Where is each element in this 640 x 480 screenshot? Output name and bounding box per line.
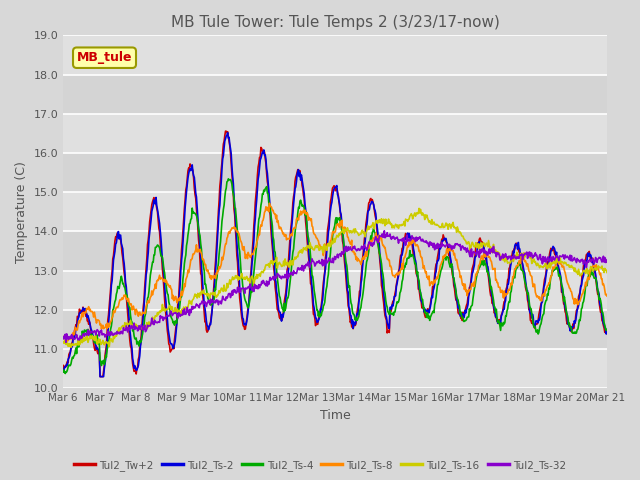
Tul2_Ts-2 — [392, 284, 400, 289]
Tul2_Ts-16 — [603, 270, 611, 276]
Tul2_Ts-32 — [62, 339, 70, 345]
Bar — [63, 36, 607, 74]
Tul2_Tw+2 — [60, 362, 67, 368]
Tul2_Ts-8 — [392, 272, 400, 277]
Line: Tul2_Ts-16: Tul2_Ts-16 — [63, 208, 607, 347]
Bar — [63, 192, 607, 231]
Tul2_Ts-2 — [272, 278, 280, 284]
Tul2_Tw+2 — [272, 290, 280, 296]
Tul2_Ts-8 — [62, 339, 70, 345]
Bar — [63, 153, 607, 192]
Bar — [63, 114, 607, 153]
Bar — [63, 349, 607, 388]
Tul2_Ts-4 — [423, 314, 431, 320]
Tul2_Ts-4 — [272, 260, 280, 265]
Tul2_Ts-2 — [225, 135, 232, 141]
Tul2_Ts-2 — [124, 300, 132, 305]
Tul2_Ts-32 — [381, 228, 388, 234]
Tul2_Ts-8 — [272, 216, 280, 222]
Tul2_Ts-8 — [60, 334, 67, 340]
Tul2_Ts-4 — [252, 256, 259, 262]
Tul2_Ts-32 — [423, 240, 431, 246]
Tul2_Ts-4 — [61, 371, 69, 376]
Tul2_Ts-16 — [415, 205, 423, 211]
Tul2_Tw+2 — [252, 199, 259, 205]
Tul2_Tw+2 — [221, 128, 229, 134]
Tul2_Ts-16 — [423, 212, 431, 218]
Tul2_Ts-16 — [67, 344, 75, 350]
Tul2_Ts-8 — [266, 200, 273, 206]
Legend: Tul2_Tw+2, Tul2_Ts-2, Tul2_Ts-4, Tul2_Ts-8, Tul2_Ts-16, Tul2_Ts-32: Tul2_Tw+2, Tul2_Ts-2, Tul2_Ts-4, Tul2_Ts… — [70, 456, 570, 475]
Line: Tul2_Ts-32: Tul2_Ts-32 — [63, 231, 607, 342]
Tul2_Ts-8 — [251, 247, 259, 252]
Tul2_Ts-2 — [60, 367, 67, 372]
Tul2_Ts-16 — [392, 221, 399, 227]
Tul2_Ts-2 — [603, 327, 611, 333]
Tul2_Ts-2 — [224, 130, 232, 135]
Tul2_Ts-4 — [225, 176, 232, 182]
Line: Tul2_Ts-8: Tul2_Ts-8 — [63, 203, 607, 342]
Tul2_Ts-32 — [271, 274, 279, 279]
Tul2_Ts-8 — [224, 234, 232, 240]
Tul2_Ts-16 — [224, 285, 232, 290]
Tul2_Tw+2 — [225, 134, 232, 140]
Tul2_Ts-2 — [96, 374, 104, 380]
Tul2_Ts-8 — [603, 293, 611, 299]
Tul2_Tw+2 — [96, 374, 104, 380]
Title: MB Tule Tower: Tule Temps 2 (3/23/17-now): MB Tule Tower: Tule Temps 2 (3/23/17-now… — [171, 15, 499, 30]
Tul2_Ts-16 — [60, 339, 67, 345]
Tul2_Ts-4 — [224, 179, 232, 184]
Tul2_Ts-16 — [251, 277, 259, 283]
Tul2_Ts-2 — [423, 308, 431, 313]
Tul2_Ts-16 — [124, 320, 132, 326]
Line: Tul2_Tw+2: Tul2_Tw+2 — [63, 131, 607, 377]
Tul2_Ts-8 — [124, 299, 132, 304]
Tul2_Ts-4 — [60, 369, 67, 375]
Bar — [63, 310, 607, 349]
Tul2_Ts-32 — [603, 257, 611, 263]
Tul2_Ts-32 — [224, 294, 232, 300]
X-axis label: Time: Time — [319, 409, 351, 422]
Tul2_Ts-4 — [124, 296, 132, 302]
Tul2_Ts-32 — [251, 282, 259, 288]
Tul2_Ts-32 — [392, 235, 400, 241]
Tul2_Ts-32 — [60, 334, 67, 339]
Y-axis label: Temperature (C): Temperature (C) — [15, 161, 28, 263]
Line: Tul2_Ts-2: Tul2_Ts-2 — [63, 132, 607, 377]
Tul2_Ts-8 — [423, 275, 431, 280]
Line: Tul2_Ts-4: Tul2_Ts-4 — [63, 179, 607, 373]
Bar — [63, 74, 607, 114]
Tul2_Ts-32 — [124, 329, 132, 335]
Tul2_Tw+2 — [603, 331, 611, 336]
Tul2_Ts-4 — [603, 326, 611, 332]
Tul2_Tw+2 — [392, 282, 400, 288]
Text: MB_tule: MB_tule — [77, 51, 132, 64]
Tul2_Ts-4 — [392, 302, 400, 308]
Bar — [63, 271, 607, 310]
Tul2_Ts-2 — [252, 216, 259, 222]
Bar — [63, 231, 607, 271]
Tul2_Tw+2 — [423, 314, 431, 320]
Tul2_Tw+2 — [124, 310, 132, 316]
Tul2_Ts-16 — [271, 258, 279, 264]
